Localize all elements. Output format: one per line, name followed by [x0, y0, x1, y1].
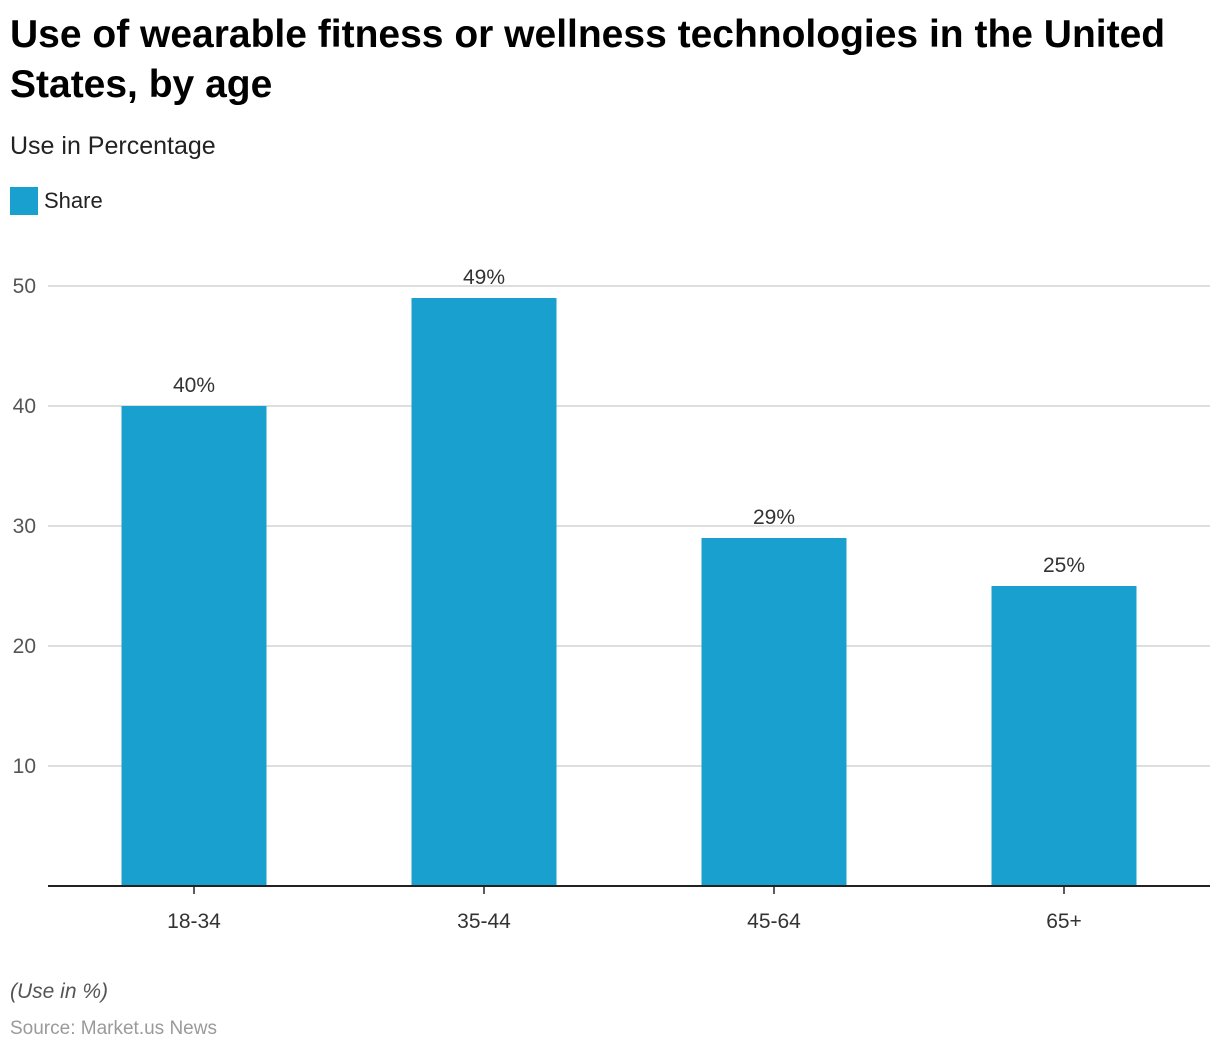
x-tick-label: 18-34 [167, 910, 221, 933]
legend: Share [10, 186, 103, 216]
bar-chart: 10 20 30 40 50 40% 18-34 49% 35-44 29% 45-64 25% 65+ [13, 266, 1210, 933]
chart-title: Use of wearable fitness or wellness tech… [10, 13, 1166, 106]
bar-value-label: 29% [753, 506, 795, 529]
bar-45-64 [701, 538, 847, 886]
y-tick-label: 30 [13, 515, 36, 538]
legend-swatch-share [10, 187, 38, 215]
x-tick-label: 45-64 [747, 910, 801, 933]
bar-value-label: 49% [463, 266, 505, 289]
y-tick-label: 40 [13, 395, 36, 418]
bar-35-44 [411, 298, 557, 886]
x-tick-label: 35-44 [457, 910, 511, 933]
chart-note: (Use in %) [10, 980, 109, 1003]
chart-subtitle: Use in Percentage [10, 132, 216, 160]
y-tick-label: 20 [13, 635, 36, 658]
bar-65+ [991, 586, 1137, 886]
bar-18-34 [121, 406, 267, 886]
chart-source: Source: Market.us News [10, 1018, 217, 1039]
bar-value-label: 25% [1043, 554, 1085, 577]
y-tick-label: 10 [13, 755, 36, 778]
y-tick-label: 50 [13, 275, 36, 298]
x-tick-label: 65+ [1046, 910, 1082, 933]
bar-value-label: 40% [173, 374, 215, 397]
legend-label-share: Share [44, 188, 103, 213]
